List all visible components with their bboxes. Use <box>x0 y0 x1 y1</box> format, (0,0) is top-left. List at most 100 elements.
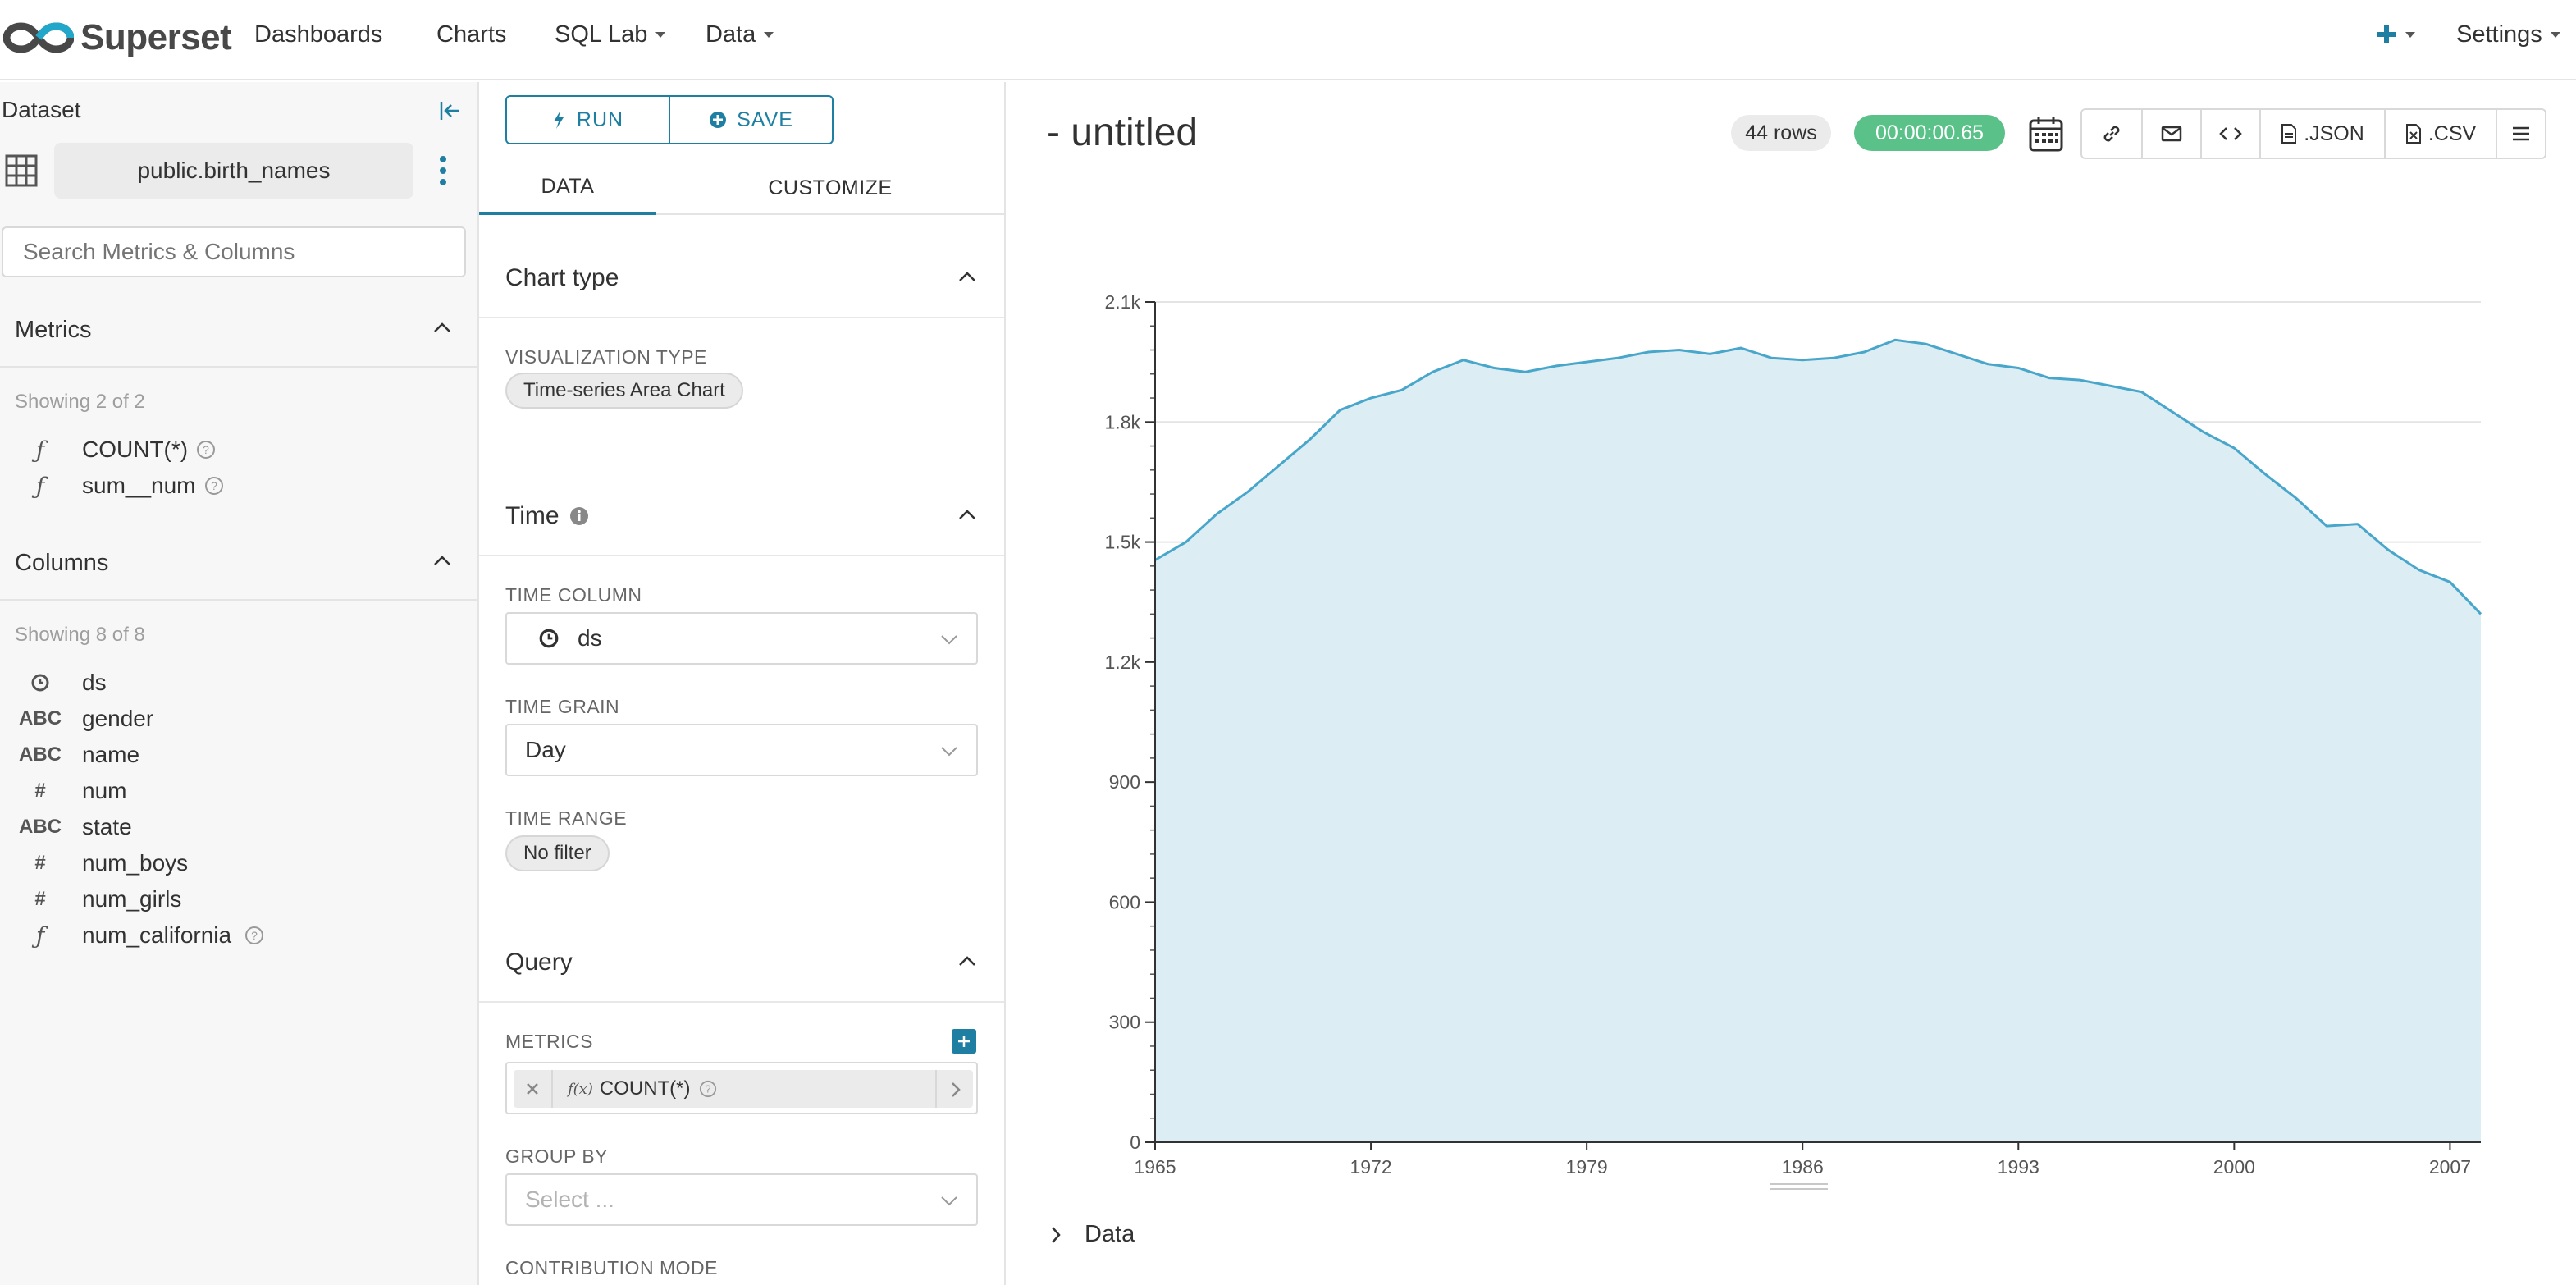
chevron-up-icon[interactable] <box>958 509 976 520</box>
column-name: num <box>82 778 127 803</box>
columns-count: Showing 8 of 8 <box>15 624 145 646</box>
column-item[interactable]: # num <box>15 775 126 807</box>
export-json-button[interactable]: .JSON <box>2259 110 2384 158</box>
superset-logo[interactable]: Superset <box>3 13 232 62</box>
time-column-select[interactable]: ds <box>505 612 978 665</box>
column-item[interactable]: ABC gender <box>15 702 153 735</box>
divider <box>551 1070 553 1108</box>
export-csv-button[interactable]: .CSV <box>2384 110 2496 158</box>
chevron-right-icon[interactable] <box>950 1082 961 1098</box>
file-icon <box>2281 124 2297 144</box>
column-item[interactable]: ABC state <box>15 811 132 844</box>
time-section-title[interactable]: Time <box>505 502 589 530</box>
new-menu[interactable] <box>2376 18 2415 51</box>
string-type-icon: ABC <box>19 743 62 766</box>
plus-icon <box>958 1036 970 1047</box>
code-icon <box>2219 127 2242 140</box>
column-item[interactable]: ABC name <box>15 739 139 771</box>
dataset-selector[interactable]: public.birth_names <box>54 143 413 199</box>
y-tick-label: 1.8k <box>1105 411 1141 432</box>
chart-title[interactable]: - untitled <box>1047 111 1199 154</box>
column-item[interactable]: ds <box>15 666 107 699</box>
settings-menu[interactable]: Settings <box>2456 18 2560 51</box>
svg-text:?: ? <box>203 443 209 456</box>
metric-pill[interactable]: f(x) COUNT(*) ? <box>514 1070 973 1108</box>
y-tick-label: 300 <box>1109 1012 1140 1033</box>
divider <box>0 366 477 368</box>
divider <box>935 1070 937 1108</box>
chevron-up-icon[interactable] <box>958 955 976 967</box>
group-by-select[interactable]: Select ... <box>505 1173 978 1226</box>
numeric-type-icon: # <box>34 852 46 874</box>
embed-code-button[interactable] <box>2200 110 2259 158</box>
column-item[interactable]: ƒ num_california ? <box>15 919 264 952</box>
run-button[interactable]: RUN <box>507 97 669 143</box>
collapse-panel-icon[interactable] <box>440 100 461 121</box>
tab-data[interactable]: DATA <box>479 161 656 215</box>
time-column-label: TIME COLUMN <box>505 584 642 606</box>
viz-type-selector[interactable]: Time-series Area Chart <box>505 373 743 409</box>
control-panel: RUN SAVE DATA CUSTOMIZE Chart type VISUA… <box>479 82 1006 1285</box>
metrics-count: Showing 2 of 2 <box>15 391 145 413</box>
column-item[interactable]: # num_girls <box>15 883 181 916</box>
divider <box>0 599 477 601</box>
nav-charts[interactable]: Charts <box>436 21 507 48</box>
area-series-line <box>1154 338 2482 615</box>
resize-handle-icon[interactable] <box>1769 1182 1829 1191</box>
chevron-up-icon[interactable] <box>958 271 976 282</box>
area-series <box>1155 340 2481 1142</box>
column-item[interactable]: # num_boys <box>15 847 188 880</box>
time-grain-select[interactable]: Day <box>505 724 978 776</box>
divider <box>479 1001 1004 1003</box>
time-section-label: Time <box>505 502 560 529</box>
x-tick-label: 2007 <box>2429 1156 2471 1178</box>
function-icon: ƒ <box>35 921 45 949</box>
plus-icon <box>2377 25 2396 43</box>
metric-item[interactable]: ƒ COUNT(*) ? <box>15 433 216 466</box>
column-name: state <box>82 814 132 839</box>
function-icon: f(x) <box>568 1080 593 1098</box>
divider <box>479 317 1004 318</box>
question-circle-icon[interactable]: ? <box>244 926 264 945</box>
column-name: name <box>82 742 140 767</box>
viz-type-label: VISUALIZATION TYPE <box>505 346 707 368</box>
share-email-button[interactable] <box>2141 110 2200 158</box>
column-name: num_girls <box>82 886 182 912</box>
x-tick-label: 1986 <box>1782 1156 1824 1178</box>
add-metric-button[interactable] <box>952 1029 976 1054</box>
nav-data-label: Data <box>706 21 756 48</box>
calendar-icon[interactable] <box>2028 115 2064 153</box>
metric-name: COUNT(*) <box>82 437 189 462</box>
question-circle-icon[interactable]: ? <box>699 1080 717 1098</box>
search-metrics-columns-input[interactable] <box>2 226 466 277</box>
question-circle-icon[interactable]: ? <box>204 476 224 496</box>
dataset-more-menu-icon[interactable] <box>436 154 450 187</box>
more-menu-button[interactable] <box>2496 110 2545 158</box>
export-json-label: .JSON <box>2304 121 2364 145</box>
data-pane-toggle[interactable]: Data <box>1050 1221 1135 1248</box>
query-section-title[interactable]: Query <box>505 949 573 976</box>
copy-link-button[interactable] <box>2082 110 2141 158</box>
chevron-up-icon[interactable] <box>433 322 451 333</box>
info-circle-icon[interactable] <box>569 506 589 526</box>
nav-data[interactable]: Data <box>706 18 774 51</box>
svg-text:?: ? <box>705 1083 710 1095</box>
chevron-up-icon[interactable] <box>433 555 451 566</box>
nav-dashboards[interactable]: Dashboards <box>254 21 383 48</box>
metrics-section-title[interactable]: Metrics <box>15 317 92 343</box>
nav-sql-lab[interactable]: SQL Lab <box>555 18 666 51</box>
tab-customize[interactable]: CUSTOMIZE <box>768 176 893 199</box>
time-range-selector[interactable]: No filter <box>505 835 610 871</box>
chevron-down-icon <box>2550 31 2560 38</box>
columns-section-title[interactable]: Columns <box>15 550 109 576</box>
chevron-down-icon <box>941 747 957 757</box>
row-count-badge: 44 rows <box>1731 115 1831 151</box>
save-button[interactable]: SAVE <box>669 97 832 143</box>
question-circle-icon[interactable]: ? <box>196 440 216 460</box>
metric-item[interactable]: ƒ sum__num ? <box>15 469 224 502</box>
close-icon[interactable] <box>525 1082 540 1096</box>
nav-sql-lab-label: SQL Lab <box>555 21 648 48</box>
metrics-input[interactable]: f(x) COUNT(*) ? <box>505 1062 978 1114</box>
table-grid-icon <box>5 154 38 187</box>
chart-type-section-title[interactable]: Chart type <box>505 264 619 291</box>
